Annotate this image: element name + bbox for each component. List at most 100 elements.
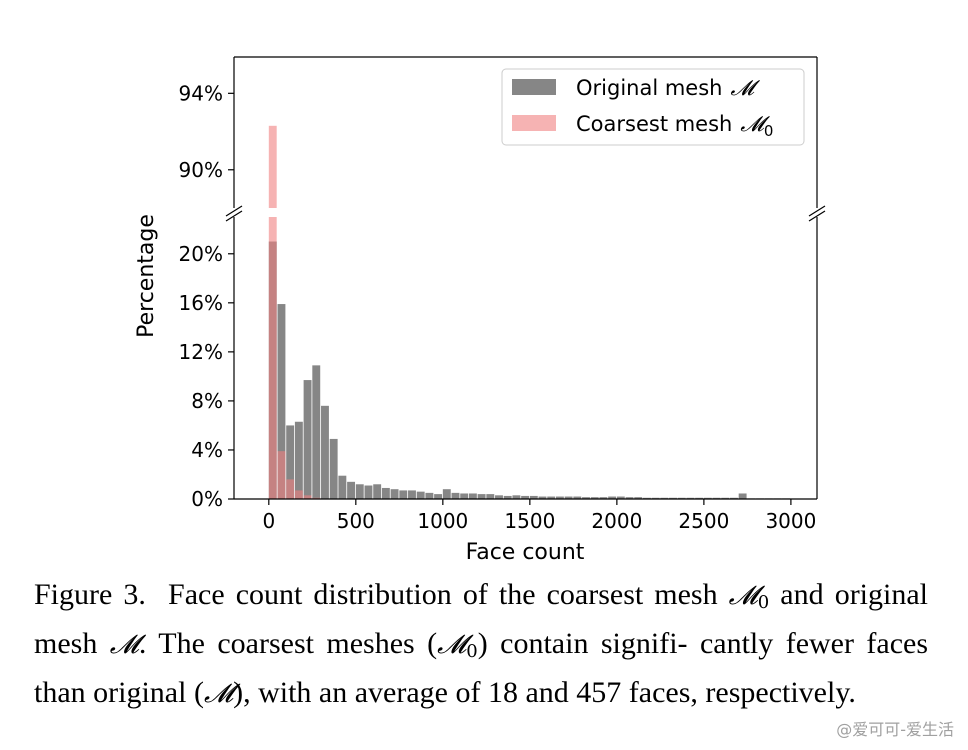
coarsest-bar-0 [268, 217, 277, 499]
x-tick-label-0: 0 [262, 509, 275, 533]
caption-math-coarsest: 𝓜0 [728, 581, 770, 613]
original-bar-1500 [529, 495, 538, 499]
chart: 0 500 1000 1500 2000 2500 3000 0% 4% 8% 12% 16% 20% 9… [134, 56, 826, 565]
caption-line1-a: Face count distribution of the coarsest … [168, 578, 718, 611]
original-bar-1450 [521, 495, 530, 499]
original-bar-2650 [729, 497, 738, 499]
y-axis-title: Percentage [134, 214, 159, 338]
caption-line3-a: cantly fewer faces than original ( [34, 627, 929, 709]
original-bar-2700 [738, 493, 747, 499]
upper-panel-bars [268, 125, 277, 208]
caption-math-original: 𝓜 [109, 630, 139, 660]
legend-swatch-original [512, 79, 556, 95]
y-tick-label-upper-90: 90% [179, 158, 223, 182]
original-bar-1200 [477, 494, 486, 499]
caption-line1-b: and [780, 578, 824, 611]
original-bar-2300 [669, 497, 677, 499]
original-bar-700 [390, 489, 399, 499]
x-tick-label-2500: 2500 [678, 509, 729, 533]
y-tick-label-lower-12: 12% [179, 340, 223, 364]
original-bar-1400 [512, 495, 521, 499]
original-bar-850 [416, 491, 425, 499]
original-bar-400 [338, 475, 347, 499]
original-bar-2150 [642, 497, 651, 499]
lower-panel-bars [268, 217, 791, 500]
original-bar-900 [425, 492, 434, 499]
original-bar-600 [373, 484, 382, 499]
caption-line4: 457 faces, respectively. [576, 676, 856, 709]
caption-line2-c: ) contain signifi- [477, 627, 688, 660]
y-tick-label-upper-94: 94% [179, 81, 223, 105]
legend: Original mesh 𝓜 Coarsest mesh 𝓜0 [501, 68, 805, 146]
original-bar-1050 [451, 492, 460, 499]
legend-label-coarsest: Coarsest mesh 𝓜0 [576, 112, 773, 140]
coarsest-bar-150 [294, 490, 303, 499]
original-bar-950 [434, 494, 443, 499]
x-tick-label-3000: 3000 [765, 509, 816, 533]
x-tick-label-1500: 1500 [504, 509, 555, 533]
original-bar-1850 [590, 497, 599, 499]
coarsest-bar-200 [303, 495, 312, 499]
original-bar-1000 [442, 489, 451, 499]
watermark: @爱可可-爱生活 [836, 720, 954, 739]
original-bar-2200 [651, 497, 660, 499]
original-bar-1100 [460, 493, 469, 499]
original-bar-2500 [703, 497, 712, 499]
x-tick-label-1000: 1000 [417, 509, 468, 533]
x-tick-label-2000: 2000 [591, 509, 642, 533]
original-bar-650 [381, 487, 390, 499]
original-bar-1600 [547, 496, 556, 499]
original-bar-1800 [582, 497, 590, 499]
original-bar-1250 [486, 494, 495, 499]
x-axis-title: Face count [466, 540, 585, 565]
original-bar-500 [355, 484, 364, 499]
coarsest-bar-50 [277, 451, 286, 499]
original-bar-100 [286, 425, 295, 499]
original-bar-150 [294, 421, 303, 499]
original-bar-1900 [599, 497, 608, 499]
x-tick-label-500: 500 [337, 509, 375, 533]
original-bar-250 [312, 365, 321, 499]
caption-line2-b: . The coarsest meshes ( [138, 627, 438, 660]
axis-ticks: 0 500 1000 1500 2000 2500 3000 0% 4% 8% 12% 16% 20% 9… [179, 81, 817, 533]
y-tick-label-lower-8: 8% [191, 389, 223, 413]
axis-break-mark-right-bottom [808, 210, 826, 222]
axis-break-mark-right-top [808, 205, 826, 217]
original-bar-1650 [555, 496, 564, 499]
original-bar-50 [277, 304, 286, 499]
original-bar-1700 [564, 496, 573, 499]
coarsest-bar-0-upper [268, 125, 277, 208]
caption-math-original-2: 𝓜 [203, 679, 234, 709]
caption-figure-label: Figure 3. [34, 578, 146, 611]
caption-line2-a: original mesh [34, 578, 928, 660]
axis-break-mark-left-bottom [225, 210, 243, 222]
axis-break-mark-left-top [225, 205, 243, 217]
coarsest-bar-250 [312, 497, 321, 499]
legend-frame [501, 68, 805, 146]
original-bar-300 [321, 405, 329, 499]
original-bar-550 [364, 485, 373, 499]
original-bar-2550 [712, 497, 721, 499]
caption-math-coarsest-2: 𝓜0 [437, 630, 478, 662]
original-bar-1150 [468, 493, 477, 499]
original-bar-800 [408, 490, 416, 499]
original-bar-200 [303, 380, 312, 499]
original-bar-2100 [634, 497, 643, 499]
original-bar-2250 [660, 497, 669, 499]
original-bar-350 [329, 438, 338, 499]
original-bar-1550 [538, 496, 547, 499]
original-bar-2000 [616, 496, 625, 499]
original-bar-2600 [721, 497, 730, 499]
legend-label-original: Original mesh 𝓜 [576, 76, 760, 100]
original-bar-450 [347, 481, 356, 499]
original-bar-2400 [686, 497, 695, 499]
y-tick-label-lower-16: 16% [179, 291, 223, 315]
original-bar-1950 [608, 496, 617, 499]
original-bar-1350 [503, 495, 512, 499]
original-bar-2350 [677, 497, 686, 499]
figure-caption: Figure 3. Face count distribution of the… [34, 574, 928, 715]
caption-line3-b: ), with an average of 18 and [233, 676, 569, 709]
original-bar-750 [399, 490, 408, 499]
original-bar-1750 [573, 496, 582, 499]
legend-swatch-coarsest [512, 115, 556, 131]
